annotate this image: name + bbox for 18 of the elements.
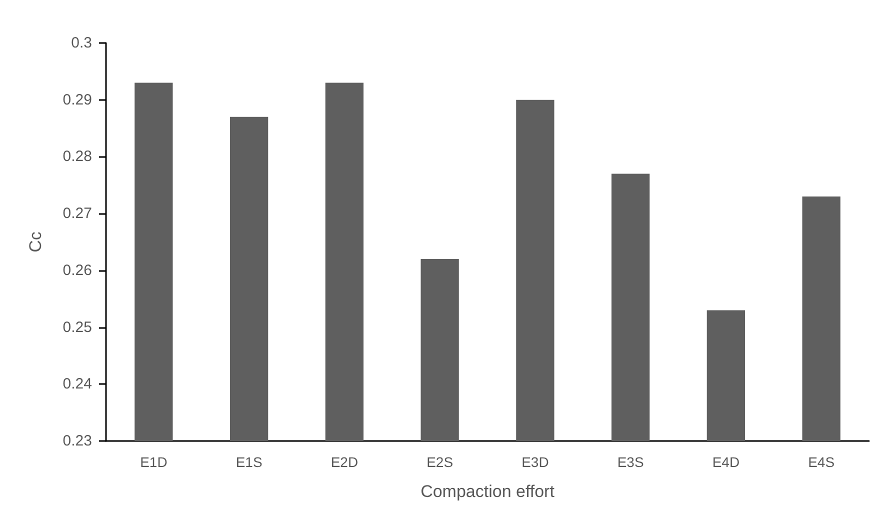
x-tick-label: E2D <box>330 454 358 470</box>
y-tick-label: 0.24 <box>62 376 92 393</box>
x-tick-label: E1S <box>236 454 262 470</box>
x-axis-title: Compaction effort <box>420 482 555 501</box>
y-tick-label: 0.25 <box>62 318 92 336</box>
x-tick-label: E3D <box>522 454 549 470</box>
y-tick-label: 0.23 <box>62 432 92 450</box>
y-tick-label: 0.29 <box>62 91 92 108</box>
y-tick-label: 0.28 <box>62 148 92 166</box>
y-tick-label: 0.3 <box>71 34 92 52</box>
x-tick-label: E4S <box>808 454 835 470</box>
x-tick-label: E3S <box>617 454 644 470</box>
x-tick-label: E1D <box>140 454 168 470</box>
x-tick-label: E2S <box>426 454 454 470</box>
y-tick-label: 0.26 <box>62 262 92 279</box>
y-tick-label: 0.27 <box>62 205 92 222</box>
y-axis-title: Cc <box>26 231 45 252</box>
x-tick-label: E4D <box>712 454 740 470</box>
